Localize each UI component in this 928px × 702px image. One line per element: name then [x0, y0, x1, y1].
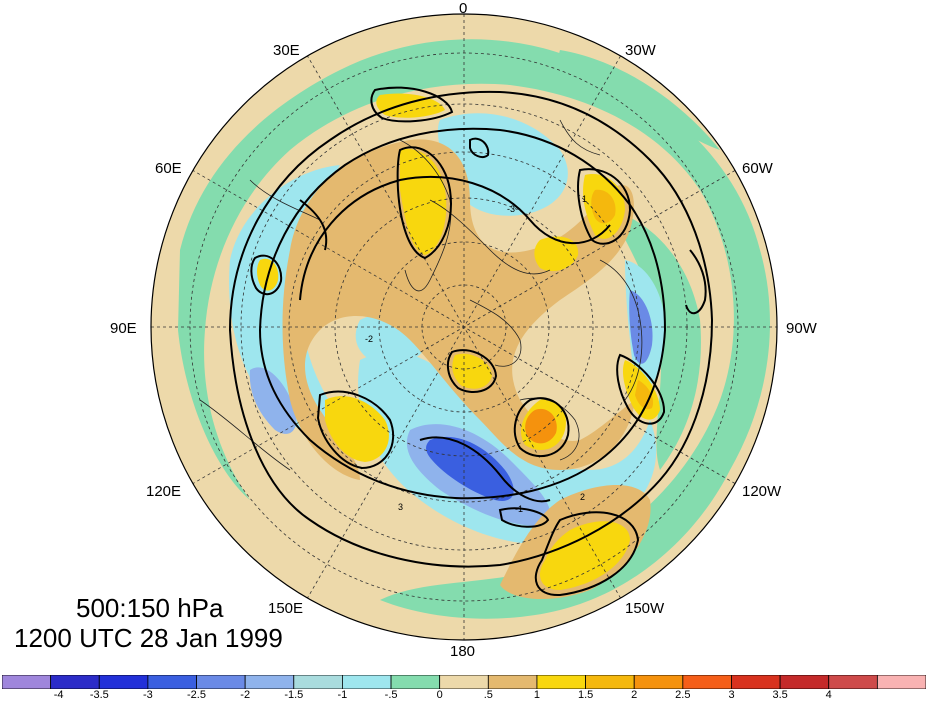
- lon-label-120e: 120E: [146, 483, 182, 500]
- lon-label-30w: 30W: [625, 42, 656, 59]
- field-yellow-6: [452, 353, 492, 389]
- lon-label-0: 0: [459, 0, 468, 17]
- map-boundary: [150, 13, 778, 641]
- colorbar: [2, 675, 926, 689]
- valid-time-label: 1200 UTC 28 Jan 1999: [14, 623, 283, 653]
- colorbar-tick-label: -4: [53, 689, 64, 701]
- colorbar-swatch: [585, 675, 635, 689]
- lon-label-150e: 150E: [268, 600, 304, 617]
- contours: [228, 86, 714, 597]
- field-blue-south-core: [426, 436, 514, 501]
- coastlines: [199, 119, 643, 471]
- colorbar-swatch: [633, 675, 684, 689]
- field-green-ne: [559, 50, 720, 150]
- contour-label: 1: [582, 194, 587, 204]
- colorbar-swatch: [196, 675, 246, 689]
- field-blue-west: [249, 367, 297, 434]
- contour-label: -2: [365, 334, 373, 344]
- colorbar-swatch: [244, 675, 295, 689]
- field-tan-ring: [282, 139, 635, 481]
- colorbar-tick-label: 0: [436, 689, 443, 701]
- lon-label-60e: 60E: [155, 160, 182, 177]
- colorbar-swatch: [731, 675, 781, 689]
- contour-labels: -3 -2 -1 1 2 3: [365, 194, 587, 514]
- colorbar-swatch: [50, 675, 100, 689]
- colorbar-swatch: [876, 675, 926, 689]
- colorbar-tick-label: -3: [143, 689, 153, 701]
- colorbar-tick-label: 3.5: [772, 689, 788, 701]
- contour-label: 2: [580, 492, 585, 502]
- lon-label-150w: 150W: [625, 600, 665, 617]
- colorbar-tick-label: 1.5: [577, 689, 594, 701]
- field-yellow-1: [400, 149, 447, 255]
- colorbar-tick-label: -.5: [384, 689, 398, 701]
- field-yellow-4: [540, 521, 630, 590]
- colorbar-tick-label: 2.5: [675, 689, 691, 701]
- colorbar-tick-label: 1: [533, 689, 540, 701]
- colorbar-tick-label: 3: [728, 689, 735, 701]
- contour-label: -1: [515, 504, 523, 514]
- lon-label-180: 180: [450, 643, 476, 660]
- pressure-level-label: 500:150 hPa: [76, 593, 224, 623]
- colorbar-tick-label: 4: [825, 689, 832, 701]
- graticule: [151, 14, 777, 640]
- colorbar-swatch: [536, 675, 586, 689]
- colorbar-swatch: [779, 675, 830, 689]
- colorbar-tick-label: -1: [337, 689, 348, 701]
- colorbar-tick-label: -2.5: [187, 689, 206, 701]
- colorbar-swatch: [487, 675, 538, 689]
- colorbar-swatch: [147, 675, 197, 689]
- colorbar-swatch: [342, 675, 392, 689]
- colorbar-tick-label: -3.5: [89, 689, 109, 701]
- colorbar-swatch: [439, 675, 489, 689]
- colorbar-swatch: [2, 675, 52, 689]
- lon-label-90w: 90W: [786, 320, 817, 337]
- lon-label-30e: 30E: [273, 42, 300, 59]
- colorbar-tick-label: 2: [631, 689, 638, 701]
- lon-label-60w: 60W: [742, 160, 773, 177]
- colorbar-swatch: [682, 675, 732, 689]
- colorbar-swatch: [828, 675, 878, 689]
- contour-label: -3: [507, 204, 515, 214]
- lon-label-120w: 120W: [742, 483, 782, 500]
- colorbar-swatch: [98, 675, 149, 689]
- field-green-east: [610, 210, 701, 470]
- colorbar-tick-label: -1.5: [284, 689, 304, 701]
- field-yellow-5: [325, 396, 389, 462]
- field-yellow-8: [376, 93, 445, 118]
- colorbar-swatch: [390, 675, 441, 689]
- colorbar-tick-label: -2: [240, 689, 251, 701]
- field-orange-1: [525, 408, 557, 444]
- lon-label-90e: 90E: [110, 320, 137, 337]
- field-yellow-10: [534, 236, 579, 272]
- colorbar-tick-label: .5: [483, 689, 493, 701]
- colorbar-swatch: [293, 675, 343, 689]
- field-orange-2: [591, 189, 616, 224]
- contour-label: 3: [398, 502, 403, 512]
